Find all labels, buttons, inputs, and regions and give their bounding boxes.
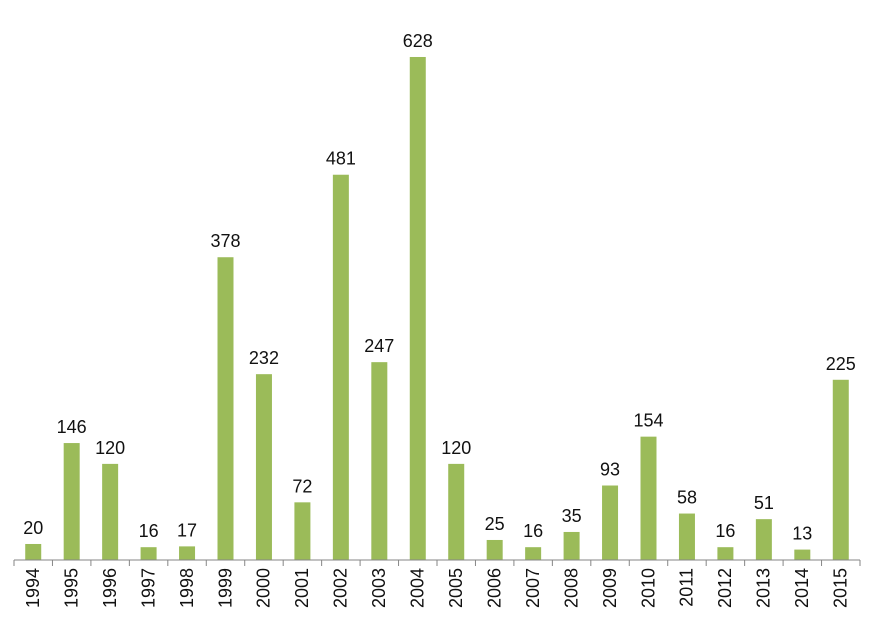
x-tick-label-2004: 2004 [408, 568, 428, 608]
x-tick-label-2005: 2005 [446, 568, 466, 608]
value-label-1996: 120 [95, 438, 125, 458]
value-label-2005: 120 [441, 438, 471, 458]
value-label-2011: 58 [677, 488, 697, 508]
bar-2000 [255, 374, 272, 560]
value-label-2006: 25 [485, 514, 505, 534]
x-tick-label-2002: 2002 [331, 568, 351, 608]
x-tick-label-2012: 2012 [715, 568, 735, 608]
x-tick-label-2001: 2001 [292, 568, 312, 608]
x-axis-ticks [13, 560, 861, 566]
bar-2008 [563, 531, 580, 560]
value-label-2001: 72 [292, 476, 312, 496]
x-tick-label-2015: 2015 [831, 568, 851, 608]
value-label-2002: 481 [326, 149, 356, 169]
value-label-1995: 146 [57, 417, 87, 437]
value-labels-layer: 20 146 120 16 17 378 232 72 481 247 628 120 25 16 35 93… [23, 31, 856, 544]
value-label-1999: 378 [210, 231, 240, 251]
bar-2007 [525, 547, 542, 560]
value-label-2012: 16 [715, 521, 735, 541]
bar-2005 [448, 463, 465, 560]
bar-1994 [25, 543, 42, 560]
bar-2014 [794, 549, 811, 560]
bar-1997 [140, 547, 157, 560]
bar-2013 [755, 519, 772, 560]
value-label-2003: 247 [364, 336, 394, 356]
x-tick-label-2011: 2011 [677, 568, 697, 607]
bar-2010 [640, 436, 657, 560]
value-label-2013: 51 [754, 493, 774, 513]
x-tick-label-2006: 2006 [484, 568, 504, 608]
bar-2003 [371, 362, 388, 560]
value-label-2004: 628 [403, 31, 433, 51]
value-label-1994: 20 [23, 518, 43, 538]
value-label-2015: 225 [826, 354, 856, 374]
bar-2009 [602, 485, 619, 560]
bar-2006 [486, 539, 503, 560]
bar-2004 [409, 56, 426, 561]
value-label-1997: 16 [139, 521, 159, 541]
x-tick-label-2010: 2010 [638, 568, 658, 608]
x-tick-label-1999: 1999 [215, 568, 235, 608]
value-label-2007: 16 [523, 521, 543, 541]
value-label-2009: 93 [600, 460, 620, 480]
bars-layer [25, 56, 849, 561]
x-tick-label-1996: 1996 [100, 568, 120, 608]
x-tick-label-2007: 2007 [523, 568, 543, 608]
x-tick-label-2014: 2014 [792, 568, 812, 608]
value-label-2010: 154 [633, 411, 663, 431]
x-tick-label-1994: 1994 [23, 568, 43, 608]
bar-2002 [332, 174, 349, 561]
bar-2001 [294, 502, 311, 560]
x-axis-tick-labels: 1994 1995 1996 1997 1998 1999 2000 2001 2002 2003… [23, 568, 851, 608]
x-tick-label-2009: 2009 [600, 568, 620, 608]
x-tick-label-1998: 1998 [177, 568, 197, 608]
bar-2012 [717, 547, 734, 560]
value-label-2014: 13 [792, 524, 812, 544]
bar-2015 [832, 379, 849, 560]
bar-2011 [678, 513, 695, 560]
x-tick-label-2008: 2008 [561, 568, 581, 608]
x-tick-label-1997: 1997 [138, 568, 158, 608]
bar-1995 [63, 443, 80, 560]
x-tick-label-2013: 2013 [754, 568, 774, 608]
value-label-2000: 232 [249, 348, 279, 368]
bar-1999 [217, 257, 234, 560]
value-label-2008: 35 [562, 506, 582, 526]
value-label-1998: 17 [177, 520, 197, 540]
bar-1998 [179, 546, 196, 560]
x-tick-label-2000: 2000 [254, 568, 274, 608]
x-tick-label-1995: 1995 [61, 568, 81, 608]
x-tick-label-2003: 2003 [369, 568, 389, 608]
bar-1996 [102, 463, 119, 560]
